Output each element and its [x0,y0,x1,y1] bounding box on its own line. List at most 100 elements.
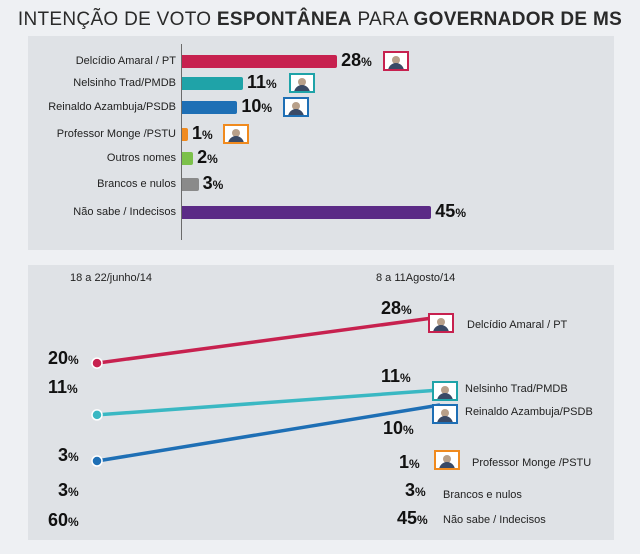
bar [182,206,432,219]
bar-value-label-number: 3 [202,173,213,193]
bar-value-label: 28% [341,50,372,71]
bar-axis [181,44,182,240]
bar-label: Reinaldo Azambuja/PSDB [48,101,176,113]
bar-value-label: 2% [197,147,218,168]
end-value-label: 3% [405,480,426,501]
candidate-photo [432,381,458,401]
date-start-label: 18 a 22/junho/14 [70,272,152,284]
series-point [91,409,103,421]
photo-shoulders [228,136,244,142]
bar [182,128,188,141]
candidate-photo [432,404,458,424]
end-value-label: 45% [397,508,428,529]
photo-head [232,129,240,137]
photo-head [441,386,449,394]
bar-value-label-unit: % [261,101,273,115]
bar-value-label-unit: % [455,206,466,220]
photo-shoulders [293,85,310,91]
end-value-label-unit: % [403,423,414,437]
start-value-label-unit: % [68,515,79,529]
start-value-label-number: 3 [58,445,69,465]
bar-label: Não sabe / Indecisos [73,206,176,218]
bar-value-label: 11% [247,72,277,93]
start-value-label: 11% [48,377,78,398]
photo-shoulders [437,393,453,399]
end-value-label: 28% [381,298,412,319]
photo-shoulders [439,462,455,468]
bar [182,152,194,165]
bar-value-label: 3% [203,173,224,194]
bar-value-label-unit: % [361,55,372,69]
bar-label: Professor Monge /PSTU [56,128,176,140]
bar-value-label-number: 10 [241,96,262,116]
photo-head [297,78,306,86]
bar-value-label-number: 28 [341,50,362,70]
start-value-label: 60% [48,510,79,531]
bar-value-label: 1% [192,123,213,144]
series-name-label: Nelsinho Trad/PMDB [465,383,568,395]
candidate-photo [383,51,410,71]
candidate-photo [283,97,310,117]
start-value-label: 3% [58,480,79,501]
bar-value-label-number: 2 [197,147,208,167]
start-value-label-number: 3 [58,480,69,500]
start-value-label: 20% [48,348,79,369]
series-point [91,357,103,369]
photo-head [441,409,449,417]
start-value-label-unit: % [68,485,79,499]
start-value-label: 3% [58,445,79,466]
bar [182,101,238,114]
series-line [96,315,441,365]
end-value-label-unit: % [409,457,420,471]
photo-shoulders [288,109,305,115]
bar-label: Brancos e nulos [97,178,176,190]
series-name-label: Reinaldo Azambuja/PSDB [465,406,593,418]
series-name-label: Delcídio Amaral / PT [467,319,568,331]
bar-value-label-number: 1 [192,123,203,143]
bar-label: Nelsinho Trad/PMDB [73,77,176,89]
end-value-label-number: 10 [383,418,404,438]
start-value-label-unit: % [68,450,79,464]
bar [182,178,199,191]
end-value-label: 1% [399,452,420,473]
series-name-label: Professor Monge /PSTU [472,457,592,469]
series-name-label: Não sabe / Indecisos [443,514,546,526]
bar [182,77,243,90]
bar-label: Delcídio Amaral / PT [75,55,176,67]
start-value-label-number: 11 [48,377,68,397]
candidate-photo [428,313,454,333]
end-value-label-unit: % [417,513,428,527]
bar-value-label-number: 11 [246,72,266,92]
bar-value-label-unit: % [207,152,218,166]
start-value-label-unit: % [67,382,78,396]
end-value-label-number: 1 [399,452,410,472]
end-value-label-unit: % [400,371,411,385]
bar-value-label: 45% [435,201,466,222]
series-point [91,455,103,467]
photo-shoulders [437,416,453,422]
date-end-label: 8 a 11Agosto/14 [376,272,456,284]
bar-label: Outros nomes [106,152,176,164]
photo-head [392,56,401,64]
candidate-photo [223,124,249,144]
start-value-label-unit: % [68,353,79,367]
candidate-photo [434,450,460,470]
end-value-label: 10% [383,418,414,439]
photo-shoulders [388,63,405,69]
candidate-photo [288,73,315,93]
chart-title: INTENÇÃO DE VOTO ESPONTÂNEA PARA GOVERNA… [17,9,623,30]
bar-value-label-unit: % [202,128,213,142]
end-value-label-number: 28 [381,298,402,318]
photo-head [292,102,301,110]
photo-shoulders [433,325,449,331]
bar [182,55,338,68]
start-value-label-number: 60 [48,510,69,530]
end-value-label-number: 11 [381,366,401,386]
series-line [96,403,441,463]
bar-value-label-unit: % [265,77,277,91]
photo-head [437,318,445,326]
end-value-label-unit: % [415,485,426,499]
end-value-label: 11% [381,366,411,387]
series-line [96,388,441,417]
